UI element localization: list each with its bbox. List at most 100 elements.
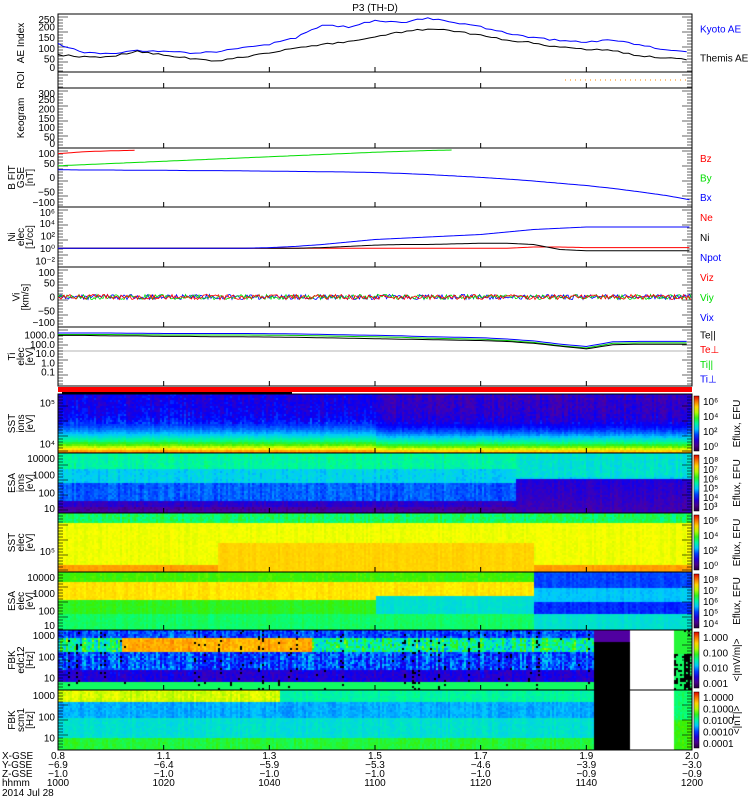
panel-frame <box>57 629 693 691</box>
panel-frame <box>57 206 693 268</box>
y-tick-label: 10 <box>44 674 56 685</box>
y-tick-label: 100.0 <box>30 340 55 351</box>
y-axis-label: [Hz] <box>25 651 36 669</box>
y-axis-label: FBK <box>7 650 18 670</box>
x-axis-x-value: 1.3 <box>262 751 276 762</box>
colorbar-tick-label: 10⁴ <box>703 493 718 504</box>
y-tick-label: 1000 <box>33 691 56 702</box>
spectrogram-esa-ions <box>58 453 692 513</box>
x-axis-y-value: −5.3 <box>365 760 385 771</box>
colorbar-esa-ions <box>693 454 700 512</box>
colorbar-title: Eflux, EFU <box>732 519 743 567</box>
y-axis-label: AE Index <box>16 23 27 64</box>
x-axis-hhmm-value: 1040 <box>258 778 281 789</box>
y-tick-label: 0 <box>49 173 55 184</box>
panel-frame <box>57 393 693 454</box>
series-ni <box>58 242 690 252</box>
y-tick-label: 100 <box>38 149 55 160</box>
colorbar-sst-elec <box>693 514 700 571</box>
colorbar-tick-label: 0.0001 <box>703 739 734 750</box>
series-npot <box>58 226 690 249</box>
colorbar-sst-ions <box>693 395 700 452</box>
x-axis-x-value: 1.5 <box>368 751 382 762</box>
panel-frame <box>57 452 693 514</box>
legend-bz: Bz <box>700 154 712 165</box>
y-tick-label: 100 <box>38 44 55 55</box>
plot-title: P3 (TH-D) <box>352 3 398 14</box>
legend-kyoto-ae: Kyoto AE <box>700 25 741 36</box>
y-tick-label: 50 <box>44 55 56 66</box>
colorbar-esa-elec <box>693 573 700 629</box>
y-tick-label: 10⁵ <box>40 398 55 409</box>
x-axis-z-value: −0.9 <box>576 769 596 780</box>
date-label: 2014 Jul 28 <box>2 788 54 799</box>
y-tick-label: 10⁶ <box>40 208 55 219</box>
legend-bx: Bx <box>700 193 712 204</box>
y-tick-label: 0.1 <box>41 368 55 379</box>
x-axis-z-value: −1.0 <box>154 769 174 780</box>
y-tick-label: 1000 <box>33 471 56 482</box>
y-tick-label: 50 <box>44 159 56 170</box>
colorbar-tick-label: 10² <box>703 546 718 557</box>
y-tick-label: 50 <box>44 133 56 144</box>
series-viz <box>57 293 692 301</box>
y-tick-label: 0 <box>49 293 55 304</box>
y-tick-label: 10⁻² <box>35 256 55 267</box>
y-axis-label: [eV] <box>25 533 36 551</box>
y-tick-label: 1.0 <box>41 358 55 369</box>
x-axis-hhmm-value: 1100 <box>364 778 386 789</box>
x-axis-x-value: 1.9 <box>579 751 593 762</box>
colorbar-tick-label: 0.0010 <box>703 728 734 739</box>
x-axis-row-label: hhmm <box>2 778 30 789</box>
colorbar-tick-label: 10⁶ <box>703 516 718 527</box>
x-axis-y-value: −6.4 <box>154 760 174 771</box>
spectrogram-esa-elec <box>58 572 692 630</box>
x-axis-hhmm-value: 1000 <box>47 778 70 789</box>
y-tick-label: 300 <box>38 89 55 100</box>
colorbar-tick-label: 1.0000 <box>703 693 734 704</box>
y-tick-label: 0 <box>49 139 55 150</box>
y-axis-label: elec <box>16 592 27 610</box>
series-kyoto <box>57 17 687 55</box>
y-tick-label: 200 <box>38 104 55 115</box>
y-tick-label: 100 <box>38 606 55 617</box>
series-by <box>57 149 452 167</box>
colorbar-title: Eflux, EFU <box>732 400 743 448</box>
y-tick-label: 250 <box>38 15 55 26</box>
panel-frame <box>57 13 693 73</box>
x-axis-x-value: 2.0 <box>685 751 699 762</box>
y-axis-label: [eV] <box>25 347 36 365</box>
colorbar-tick-label: 10⁶ <box>703 597 718 608</box>
y-tick-label: 10⁴ <box>40 440 55 451</box>
legend-ti-: Ti|| <box>700 360 713 371</box>
y-tick-label: −50 <box>38 307 55 318</box>
legend-viy: Viy <box>700 293 714 304</box>
spectrogram-sst-ions <box>58 394 692 453</box>
series-bx <box>57 169 690 201</box>
mode-bar <box>58 387 692 392</box>
panel-frame <box>57 87 693 149</box>
legend-ne: Ne <box>700 213 713 224</box>
y-axis-label: scm1 <box>16 708 27 732</box>
series-themis <box>57 28 687 62</box>
x-axis-z-value: −1.0 <box>365 769 385 780</box>
x-axis-y-value: −6.9 <box>48 760 68 771</box>
y-axis-label: SST <box>7 533 18 552</box>
y-tick-label: 10² <box>41 231 56 242</box>
colorbar-tick-label: 1.000 <box>703 633 728 644</box>
y-axis-label: edc12 <box>16 646 27 674</box>
y-axis-label: elec <box>16 347 27 365</box>
legend-npot: Npot <box>700 253 721 264</box>
x-axis-z-value: −0.9 <box>682 769 702 780</box>
x-axis-x-value: 0.8 <box>51 751 65 762</box>
y-axis-label: FBK <box>7 710 18 730</box>
y-axis-label: [eV] <box>25 474 36 492</box>
colorbar-tick-label: 10³ <box>703 502 718 513</box>
x-axis-hhmm-value: 1120 <box>470 778 492 789</box>
y-tick-label: 100 <box>38 653 55 664</box>
